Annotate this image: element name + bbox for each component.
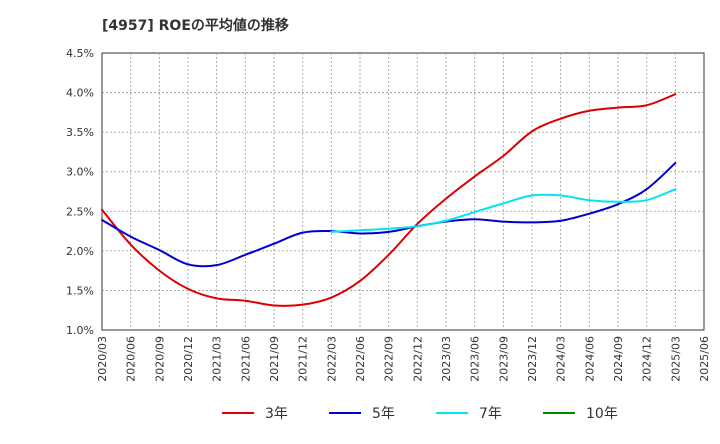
x-tick-label: 2023/09 — [497, 336, 510, 382]
x-tick-label: 2021/06 — [239, 336, 252, 382]
y-tick-label: 1.0% — [66, 324, 94, 337]
x-tick-label: 2021/09 — [268, 336, 281, 382]
series-line-3 — [330, 188, 677, 233]
x-axis-tick-labels: 2020/03 2020/06 2020/09 2020/12 2021/03 2021/… — [96, 336, 711, 382]
y-axis-tick-labels: 1.0% 1.5% 2.0% 2.5% 3.0% 3.5% 4.0% 4.5% — [66, 47, 94, 337]
x-tick-label: 2023/06 — [469, 336, 482, 382]
y-tick-label: 4.5% — [66, 47, 94, 60]
x-tick-label: 2025/03 — [669, 336, 682, 382]
x-tick-label: 2020/03 — [96, 336, 109, 382]
x-tick-label: 2022/12 — [411, 336, 424, 382]
series-line-1 — [101, 93, 677, 307]
y-tick-label: 3.0% — [66, 166, 94, 179]
legend-label: 10年 — [586, 406, 618, 422]
x-tick-label: 2024/06 — [583, 336, 596, 382]
legend: 3年 5年 7年 10年 — [222, 406, 618, 422]
legend-label: 5年 — [372, 406, 395, 422]
x-tick-label: 2024/12 — [641, 336, 654, 382]
grid-lines — [102, 53, 704, 330]
legend-label: 7年 — [479, 406, 502, 422]
y-tick-label: 3.5% — [66, 126, 94, 139]
x-tick-label: 2023/03 — [440, 336, 453, 382]
y-tick-label: 2.5% — [66, 205, 94, 218]
y-tick-label: 4.0% — [66, 87, 94, 100]
x-tick-label: 2022/09 — [383, 336, 396, 382]
x-tick-label: 2023/12 — [526, 336, 539, 382]
x-tick-label: 2025/06 — [698, 336, 711, 382]
x-tick-label: 2020/06 — [125, 336, 138, 382]
series-lines — [101, 93, 677, 307]
x-tick-label: 2022/03 — [325, 336, 338, 382]
x-tick-label: 2020/12 — [182, 336, 195, 382]
y-tick-label: 1.5% — [66, 284, 94, 297]
plot-area — [101, 52, 705, 331]
legend-label: 3年 — [265, 406, 288, 422]
x-tick-label: 2024/09 — [612, 336, 625, 382]
x-tick-label: 2022/06 — [354, 336, 367, 382]
x-tick-label: 2021/03 — [211, 336, 224, 382]
y-tick-label: 2.0% — [66, 245, 94, 258]
x-tick-label: 2021/12 — [297, 336, 310, 382]
chart-title: [4957] ROEの平均値の推移 — [102, 17, 289, 34]
series-line-2 — [101, 162, 677, 268]
x-tick-label: 2024/03 — [555, 336, 568, 382]
x-tick-label: 2020/09 — [153, 336, 166, 382]
